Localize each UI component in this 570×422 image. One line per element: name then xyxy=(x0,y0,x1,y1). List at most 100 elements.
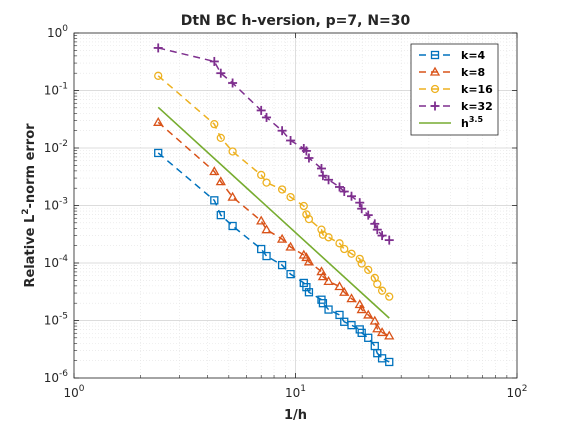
data-point xyxy=(286,136,296,146)
data-point xyxy=(357,259,366,268)
data-point xyxy=(316,164,326,174)
data-point xyxy=(318,171,328,181)
data-point xyxy=(324,233,333,242)
data-point xyxy=(277,185,287,194)
data-point xyxy=(347,321,356,330)
data-point xyxy=(372,323,383,333)
data-point xyxy=(373,349,382,358)
data-point xyxy=(364,265,373,275)
data-point xyxy=(304,153,314,163)
data-point xyxy=(256,105,266,115)
data-point xyxy=(257,244,266,254)
y-tick-label: 10-6 xyxy=(44,369,69,385)
legend-entry: k=32 xyxy=(419,100,493,113)
data-point xyxy=(376,327,388,337)
y-tick-label: 10-3 xyxy=(44,197,68,213)
data-point xyxy=(276,233,288,243)
data-point xyxy=(335,310,344,320)
data-point xyxy=(227,191,238,201)
data-point xyxy=(347,249,356,258)
data-point xyxy=(277,126,287,136)
data-point xyxy=(317,271,329,281)
data-point xyxy=(154,71,163,80)
data-point xyxy=(324,175,334,185)
y-tick-label: 10-1 xyxy=(44,82,68,98)
axis-ticks: 100 101 102 100 10-1 10-2 10-3 10-4 10-5 10-6 xyxy=(44,24,528,400)
series-k-32 xyxy=(153,43,394,245)
legend-label: k=4 xyxy=(461,49,486,62)
data-point xyxy=(153,116,164,126)
x-tick-label: 102 xyxy=(506,384,527,400)
data-point xyxy=(304,214,314,224)
legend-label: h3.5 xyxy=(461,115,483,130)
data-point xyxy=(363,210,373,220)
data-point xyxy=(385,292,394,301)
series-line xyxy=(158,47,390,241)
y-tick-label: 10-5 xyxy=(44,312,68,328)
data-point xyxy=(357,204,367,214)
y-tick-label: 100 xyxy=(47,24,68,40)
data-point xyxy=(318,299,328,308)
data-point xyxy=(335,239,344,248)
data-point xyxy=(324,305,333,314)
data-point xyxy=(370,219,380,229)
legend-marker xyxy=(430,50,440,60)
data-point xyxy=(216,210,225,220)
legend: k=4 k=8 k=16 k=32 h3.5 xyxy=(410,43,499,136)
data-point xyxy=(262,178,271,187)
legend-marker xyxy=(430,101,440,111)
data-point xyxy=(377,231,387,241)
data-point xyxy=(302,210,311,219)
y-axis-label: Relative L2-norm error xyxy=(21,123,38,288)
data-point xyxy=(339,187,349,197)
series-k-4 xyxy=(154,148,394,367)
data-point xyxy=(262,112,272,122)
data-point xyxy=(355,198,365,208)
legend-entry: h3.5 xyxy=(419,115,483,130)
legend-marker xyxy=(430,84,440,94)
data-point xyxy=(256,215,267,225)
data-point xyxy=(216,68,226,78)
data-point xyxy=(301,252,312,262)
legend-label: k=8 xyxy=(461,66,485,79)
data-point xyxy=(216,133,225,143)
legend-entry: k=16 xyxy=(419,83,493,96)
data-point xyxy=(347,191,357,201)
data-point xyxy=(354,299,365,309)
data-point xyxy=(364,333,373,342)
data-point xyxy=(372,225,382,235)
data-point xyxy=(210,119,219,129)
series-line xyxy=(157,121,390,337)
data-point xyxy=(299,201,308,211)
data-point xyxy=(261,224,272,234)
legend-entry: k=4 xyxy=(419,49,486,62)
data-point xyxy=(286,192,295,202)
data-point xyxy=(215,176,226,186)
data-point xyxy=(257,170,266,180)
data-point xyxy=(285,241,296,251)
legend-label: k=16 xyxy=(461,83,493,96)
legend-marker xyxy=(429,66,441,76)
data-point xyxy=(302,283,311,292)
data-point xyxy=(209,56,219,66)
data-point xyxy=(363,309,374,319)
data-point xyxy=(154,148,163,158)
series-line xyxy=(157,75,390,298)
data-point xyxy=(373,279,382,289)
data-point xyxy=(209,166,220,176)
data-point xyxy=(334,281,345,291)
y-tick-label: 10-2 xyxy=(44,139,68,155)
data-point xyxy=(340,244,349,254)
data-point xyxy=(384,235,394,245)
data-point xyxy=(210,196,219,205)
data-point xyxy=(335,182,345,192)
data-point xyxy=(323,275,334,285)
data-point xyxy=(299,278,308,288)
data-point xyxy=(384,330,395,340)
data-point xyxy=(317,225,326,234)
data-point xyxy=(301,146,311,156)
chart-title: DtN BC h-version, p=7, N=30 xyxy=(181,13,411,29)
legend-label: k=32 xyxy=(461,100,493,113)
data-point xyxy=(339,286,350,296)
series-k-8 xyxy=(153,116,395,340)
